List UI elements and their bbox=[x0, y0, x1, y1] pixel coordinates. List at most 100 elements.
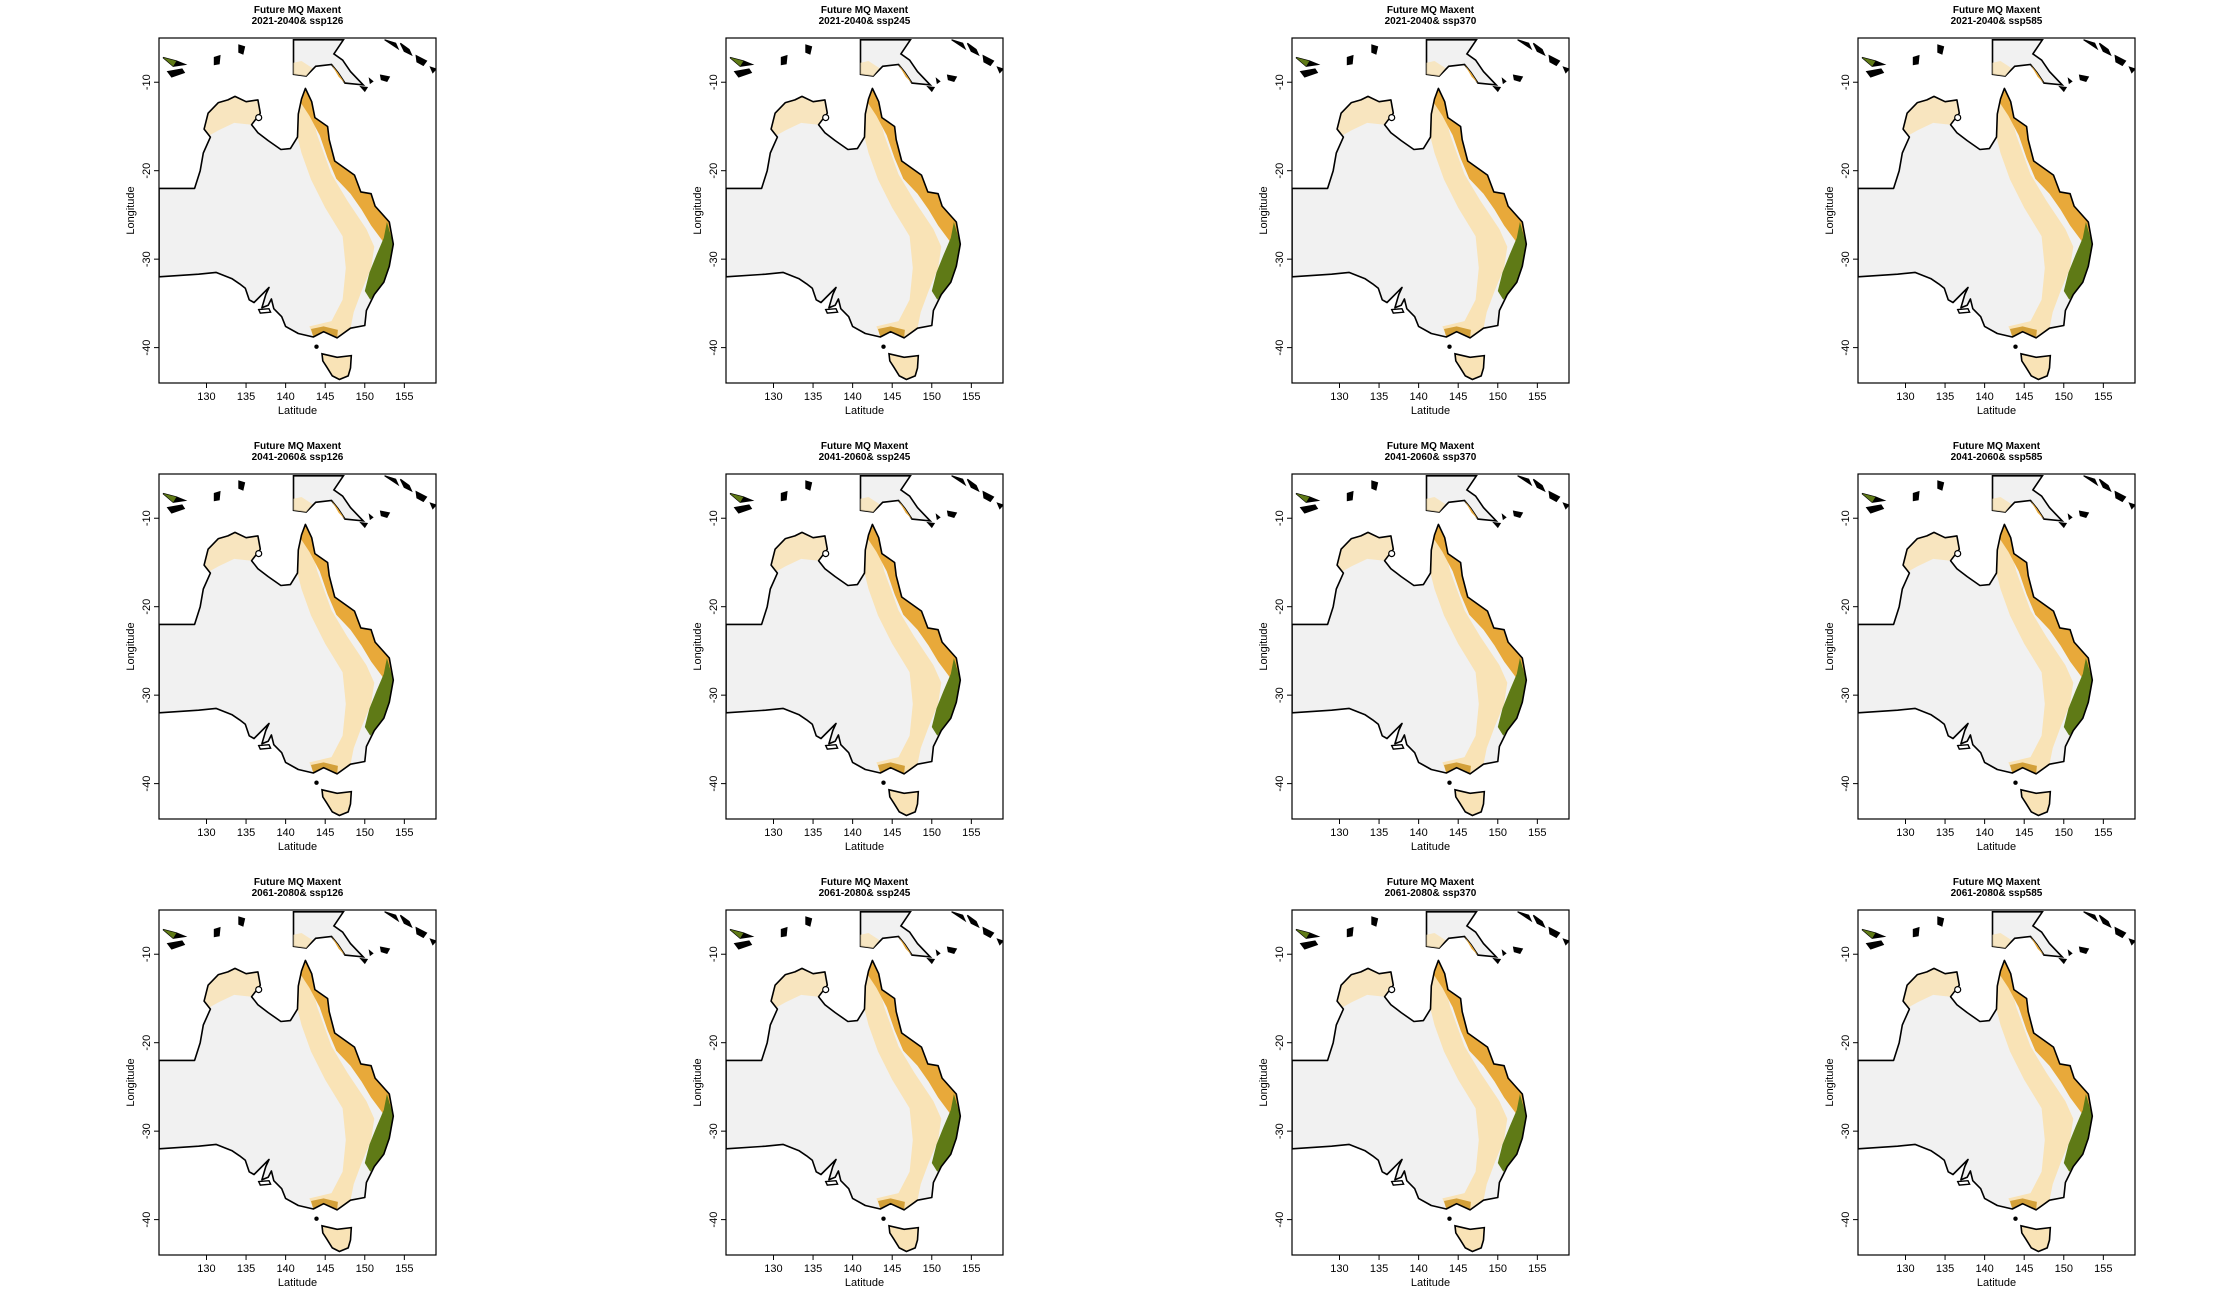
new-guinea bbox=[1991, 911, 2065, 958]
suitability-mid bbox=[867, 88, 961, 245]
x-tick-label: 140 bbox=[1975, 391, 1993, 403]
y-axis-label: Longitude bbox=[125, 1058, 137, 1106]
x-tick-label: 135 bbox=[1370, 1263, 1388, 1275]
x-tick-label: 140 bbox=[1409, 827, 1427, 839]
island bbox=[368, 77, 374, 85]
suitability-low bbox=[1996, 88, 2074, 338]
kangaroo-island bbox=[257, 743, 272, 750]
y-axis-label: Longitude bbox=[1258, 186, 1270, 234]
x-axis: 130 135 140 145 150 155 bbox=[197, 1255, 414, 1275]
y-axis: -10 -20 -30 -40 bbox=[1840, 74, 1858, 356]
coastline bbox=[159, 523, 395, 775]
x-tick-label: 150 bbox=[923, 391, 941, 403]
island bbox=[2128, 938, 2135, 946]
island bbox=[1512, 510, 1524, 519]
x-tick-label: 150 bbox=[356, 827, 374, 839]
y-axis-label: Longitude bbox=[1258, 622, 1270, 670]
new-guinea bbox=[1425, 911, 1499, 958]
x-tick-label: 145 bbox=[2015, 391, 2033, 403]
island bbox=[733, 504, 753, 514]
x-tick-label: 140 bbox=[843, 391, 861, 403]
y-tick-label: -10 bbox=[141, 510, 153, 526]
island bbox=[733, 68, 753, 78]
tasmania bbox=[321, 1224, 353, 1253]
y-tick-label: -40 bbox=[708, 1212, 720, 1228]
island bbox=[1517, 39, 1533, 51]
new-guinea-coast-suitability bbox=[898, 936, 912, 956]
australia-landmass bbox=[159, 524, 394, 774]
y-axis-label: Longitude bbox=[692, 186, 704, 234]
king-island bbox=[881, 344, 886, 349]
x-tick-label: 145 bbox=[883, 391, 901, 403]
australia-landmass bbox=[159, 960, 394, 1210]
x-tick-label: 130 bbox=[764, 391, 782, 403]
groote-eylandt bbox=[255, 113, 263, 122]
island bbox=[1299, 940, 1319, 950]
island bbox=[1937, 916, 1945, 927]
island-suitability bbox=[1862, 929, 1876, 939]
new-guinea bbox=[1991, 39, 2065, 86]
new-guinea-suitability bbox=[1992, 497, 2012, 512]
y-axis: -10 -20 -30 -40 bbox=[141, 74, 159, 356]
suitability-high bbox=[2063, 222, 2093, 300]
suitability-low bbox=[864, 524, 942, 774]
island bbox=[213, 490, 221, 502]
island bbox=[379, 946, 391, 955]
x-tick-label: 150 bbox=[356, 1263, 374, 1275]
island bbox=[2078, 74, 2090, 83]
plot-frame bbox=[158, 909, 437, 1256]
x-tick-label: 145 bbox=[2015, 827, 2033, 839]
new-guinea-coast-suitability bbox=[331, 64, 345, 84]
new-guinea bbox=[859, 39, 933, 86]
australia-landmass bbox=[1292, 960, 1527, 1210]
new-guinea-coast-suitability bbox=[1464, 500, 1478, 520]
island bbox=[2128, 66, 2135, 74]
groote-eylandt bbox=[1954, 985, 1962, 994]
suitability-north bbox=[1337, 532, 1394, 572]
king-island bbox=[1447, 1216, 1452, 1221]
panel-title: Future MQ Maxent bbox=[821, 5, 909, 16]
suitability-high bbox=[931, 1094, 961, 1172]
new-guinea-suitability bbox=[1992, 933, 2012, 948]
y-tick-label: -30 bbox=[1840, 251, 1852, 267]
groote-eylandt bbox=[255, 985, 263, 994]
panel-title: Future MQ Maxent bbox=[1953, 441, 2041, 452]
island bbox=[368, 949, 374, 957]
king-island bbox=[1447, 344, 1452, 349]
x-tick-label: 135 bbox=[1936, 391, 1954, 403]
plot-frame bbox=[1291, 473, 1570, 820]
tasmania bbox=[2020, 1224, 2052, 1253]
y-tick-label: -10 bbox=[708, 74, 720, 90]
island-suitability bbox=[163, 493, 177, 503]
y-tick-label: -30 bbox=[1274, 251, 1286, 267]
island bbox=[2067, 513, 2073, 521]
island bbox=[1501, 77, 1507, 85]
x-tick-label: 135 bbox=[804, 827, 822, 839]
x-tick-label: 135 bbox=[1370, 827, 1388, 839]
y-tick-label: -40 bbox=[708, 340, 720, 356]
x-axis: 130 135 140 145 150 155 bbox=[1896, 1255, 2113, 1275]
y-axis: -10 -20 -30 -40 bbox=[141, 946, 159, 1228]
x-tick-label: 130 bbox=[1330, 391, 1348, 403]
y-axis-label: Longitude bbox=[125, 622, 137, 670]
suitability-low bbox=[297, 88, 375, 338]
new-guinea bbox=[1425, 475, 1499, 522]
y-tick-label: -20 bbox=[1274, 599, 1286, 615]
island bbox=[1517, 475, 1533, 487]
x-axis: 130 135 140 145 150 155 bbox=[1330, 1255, 1547, 1275]
island bbox=[1548, 926, 1561, 939]
island bbox=[384, 911, 400, 923]
suitability-mid bbox=[1999, 88, 2093, 245]
kangaroo-island bbox=[1956, 743, 1971, 750]
panel-title: Future MQ Maxent bbox=[1387, 5, 1475, 16]
y-tick-label: -40 bbox=[1840, 776, 1852, 792]
tasmania bbox=[2020, 788, 2052, 817]
x-tick-label: 145 bbox=[883, 827, 901, 839]
x-axis: 130 135 140 145 150 155 bbox=[1330, 819, 1547, 839]
plot-frame bbox=[1857, 909, 2136, 1256]
coastline bbox=[159, 87, 395, 339]
y-tick-label: -20 bbox=[708, 599, 720, 615]
